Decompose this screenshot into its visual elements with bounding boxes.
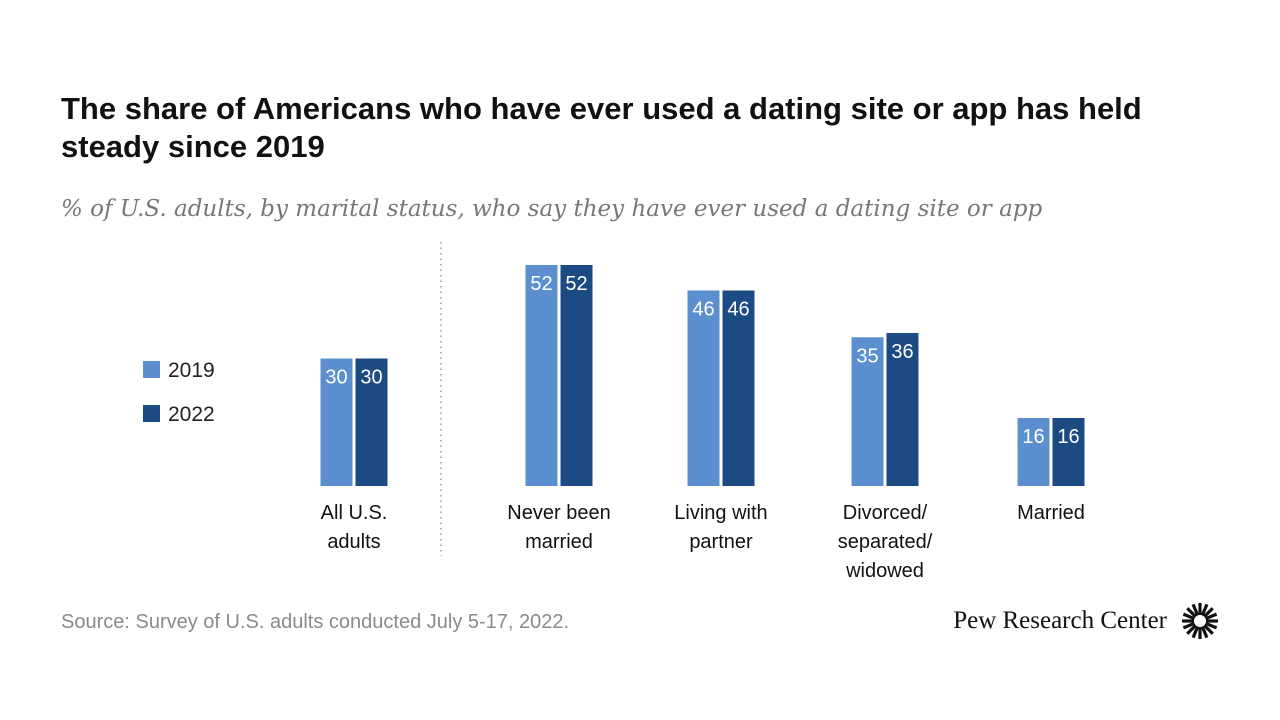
brand-name: Pew Research Center — [953, 607, 1167, 634]
chart-subtitle: % of U.S. adults, by marital status, who… — [61, 196, 1043, 222]
category-label-0-0: All U.S. — [321, 502, 388, 524]
category-label-4-0: Married — [1017, 502, 1085, 524]
legend-swatch-2022 — [143, 405, 160, 422]
category-label-1-0: Never been — [507, 502, 610, 524]
data-label-2022-3: 36 — [891, 341, 913, 363]
legend-label-2019: 2019 — [168, 359, 215, 382]
legend-swatch-2019 — [143, 361, 160, 378]
data-label-2019-4: 16 — [1022, 426, 1044, 448]
bar-2019-4 — [1017, 418, 1050, 486]
bar-2019-1 — [525, 265, 558, 486]
chart-title: The share of Americans who have ever use… — [61, 91, 1142, 164]
category-label-1-1: married — [525, 531, 593, 553]
category-label-0-1: adults — [327, 531, 380, 553]
bar-2019-3 — [851, 337, 884, 486]
category-label-3-0: Divorced/ — [843, 502, 928, 524]
bar-2022-3 — [886, 333, 919, 486]
data-label-2019-0: 30 — [325, 367, 347, 389]
category-label-3-1: separated/ — [838, 531, 933, 553]
category-label-2-1: partner — [689, 531, 753, 553]
bar-chart: 2019 2022 30 30 All U.S. adults 52 52 Never been… — [143, 242, 1085, 582]
data-label-2022-4: 16 — [1057, 426, 1079, 448]
category-label-3-2: widowed — [845, 560, 924, 582]
data-label-2019-3: 35 — [856, 345, 878, 367]
data-label-2022-2: 46 — [727, 299, 749, 321]
data-label-2019-1: 52 — [530, 273, 552, 295]
data-label-2022-0: 30 — [360, 367, 382, 389]
data-label-2019-2: 46 — [692, 299, 714, 321]
bar-2022-0 — [355, 358, 388, 486]
pew-sunburst-logo-icon — [1182, 603, 1218, 639]
category-label-2-0: Living with — [674, 502, 767, 524]
bar-2022-1 — [560, 265, 593, 486]
data-label-2022-1: 52 — [565, 273, 587, 295]
bar-2022-2 — [722, 290, 755, 486]
bar-2022-4 — [1052, 418, 1085, 486]
legend-label-2022: 2022 — [168, 403, 215, 426]
bar-2019-2 — [687, 290, 720, 486]
source-note: Source: Survey of U.S. adults conducted … — [61, 611, 570, 633]
bar-2019-0 — [320, 358, 353, 486]
